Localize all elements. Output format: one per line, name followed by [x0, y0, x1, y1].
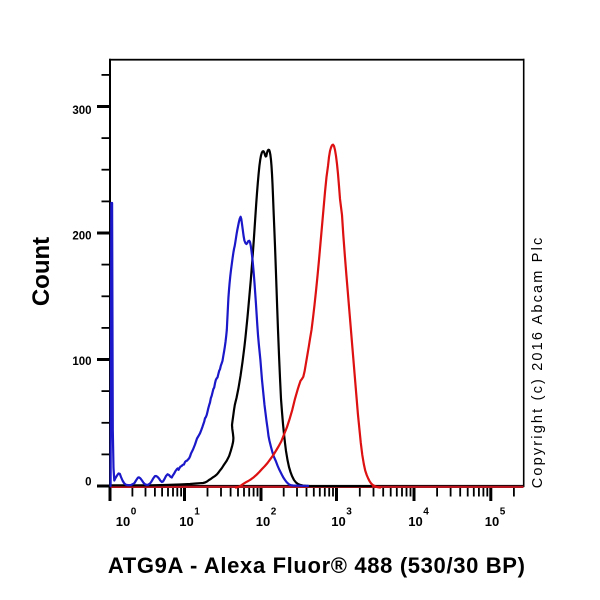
svg-text:0: 0: [131, 507, 137, 518]
svg-text:3: 3: [346, 507, 352, 518]
svg-text:ATG9A - Alexa Fluor® 488 (530/: ATG9A - Alexa Fluor® 488 (530/30 BP): [108, 553, 525, 578]
svg-text:10: 10: [408, 514, 422, 529]
svg-text:Count: Count: [28, 237, 55, 306]
svg-text:10: 10: [331, 514, 345, 529]
svg-text:5: 5: [500, 507, 506, 518]
svg-text:4: 4: [423, 507, 429, 518]
svg-text:100: 100: [72, 356, 91, 368]
svg-text:2: 2: [271, 507, 277, 518]
svg-text:200: 200: [72, 231, 91, 243]
svg-text:1: 1: [194, 507, 200, 518]
svg-text:300: 300: [72, 105, 91, 117]
svg-text:0: 0: [85, 477, 91, 489]
svg-text:10: 10: [485, 514, 499, 529]
svg-text:10: 10: [256, 514, 270, 529]
svg-text:Copyright (c) 2016 Abcam Plc: Copyright (c) 2016 Abcam Plc: [530, 238, 546, 489]
svg-text:10: 10: [179, 514, 193, 529]
svg-text:10: 10: [116, 514, 130, 529]
